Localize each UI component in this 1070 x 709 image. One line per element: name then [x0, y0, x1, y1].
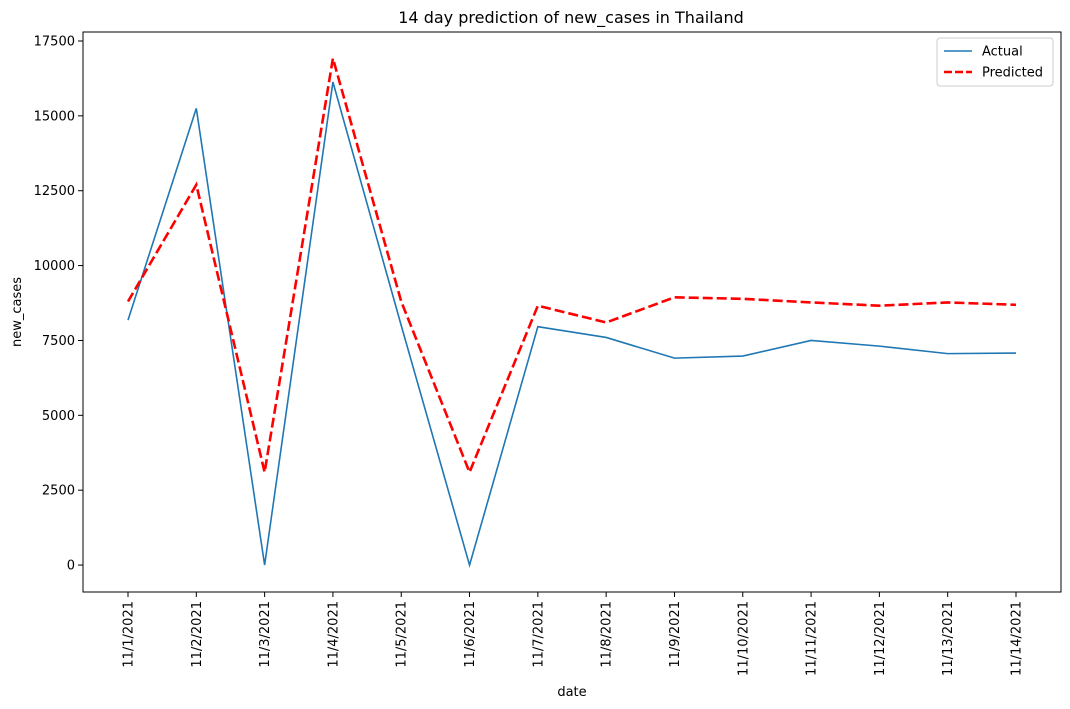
- y-tick-label: 12500: [34, 184, 75, 199]
- y-tick-label: 5000: [42, 409, 75, 424]
- x-tick-label: 11/7/2021: [531, 601, 546, 668]
- x-tick-label: 11/5/2021: [395, 601, 410, 668]
- chart-title: 14 day prediction of new_cases in Thaila…: [398, 8, 743, 28]
- y-tick-label: 15000: [34, 109, 75, 124]
- x-tick-label: 11/10/2021: [736, 601, 751, 676]
- x-tick-label: 11/9/2021: [668, 601, 683, 668]
- x-axis-title: date: [557, 685, 586, 700]
- legend-box: [936, 37, 1054, 87]
- y-axis: 0 2500 5000 7500 10000 12500 15000 17500: [34, 34, 83, 574]
- x-tick-label: 11/4/2021: [326, 601, 341, 668]
- x-tick-label: 11/14/2021: [1010, 601, 1025, 676]
- y-tick-label: 17500: [34, 34, 75, 49]
- y-tick-label: 7500: [42, 334, 75, 349]
- y-tick-label: 0: [67, 559, 75, 574]
- y-axis-title: new_cases: [10, 277, 25, 347]
- x-tick-label: 11/6/2021: [463, 601, 478, 668]
- x-tick-label: 11/12/2021: [873, 601, 888, 676]
- series-layer: [126, 57, 1017, 568]
- legend: Actual Predicted: [936, 37, 1054, 87]
- y-tick-label: 2500: [42, 484, 75, 499]
- legend-label-actual: Actual: [982, 45, 1023, 60]
- y-tick-label: 10000: [34, 259, 75, 274]
- x-tick-label: 11/13/2021: [941, 601, 956, 676]
- series-line-predicted: [126, 57, 1017, 476]
- plot-frame: [82, 31, 1062, 593]
- x-tick-label: 11/3/2021: [258, 601, 273, 668]
- series-line-actual: [127, 81, 1017, 568]
- legend-label-predicted: Predicted: [982, 66, 1043, 81]
- x-tick-label: 11/1/2021: [122, 601, 137, 668]
- x-tick-label: 11/11/2021: [805, 601, 820, 676]
- x-tick-label: 11/2/2021: [190, 601, 205, 668]
- x-axis: 11/1/2021 11/2/2021 11/3/2021 11/4/2021 11/5…: [122, 592, 1025, 676]
- x-tick-label: 11/8/2021: [600, 601, 615, 668]
